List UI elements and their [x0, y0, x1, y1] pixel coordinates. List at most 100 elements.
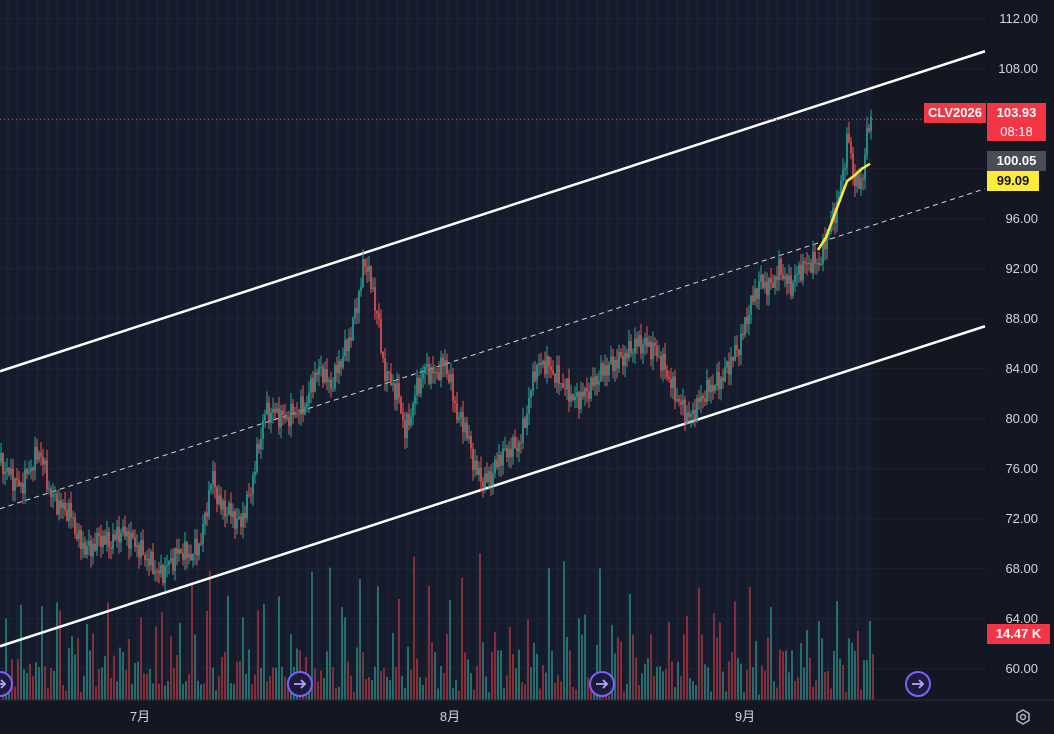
volume-bar — [365, 679, 367, 700]
candle-body — [560, 383, 562, 385]
candle-body — [446, 360, 448, 375]
candle-body — [520, 442, 522, 444]
candle-body — [648, 341, 650, 347]
candle-body — [462, 412, 464, 433]
volume-bar — [320, 670, 322, 700]
candle-body — [820, 263, 822, 266]
volume-bar — [149, 668, 151, 700]
candle-body — [718, 372, 720, 390]
candle-body — [708, 380, 710, 393]
candle-body — [18, 480, 20, 487]
volume-bar — [587, 677, 589, 700]
candle-body — [330, 379, 332, 389]
candle-body — [786, 275, 788, 284]
candle-body — [96, 533, 98, 551]
volume-bar — [680, 676, 682, 700]
candle-body — [410, 416, 412, 426]
y-tick-label: 68.00 — [1005, 561, 1038, 576]
volume-bar — [122, 651, 124, 700]
volume-bar — [662, 671, 664, 700]
event-marker-icon[interactable] — [0, 671, 13, 697]
volume-bar — [851, 642, 853, 700]
event-marker-icon[interactable] — [589, 671, 615, 697]
candle-body — [370, 265, 372, 289]
candle-body — [360, 286, 362, 291]
candle-body — [62, 502, 64, 509]
candle-body — [538, 363, 540, 365]
volume-bar — [383, 667, 385, 700]
y-tick-label: 108.00 — [998, 61, 1038, 76]
volume-bar — [137, 661, 139, 700]
candle-body — [8, 467, 10, 475]
settings-icon[interactable] — [1014, 708, 1032, 726]
session-stripe — [416, 0, 419, 700]
x-tick-label: 8月 — [440, 709, 460, 724]
candle-body — [74, 517, 76, 534]
event-marker-icon[interactable] — [905, 671, 931, 697]
candle-body — [180, 548, 182, 554]
volume-bar — [53, 670, 55, 700]
y-tick-label: 96.00 — [1005, 211, 1038, 226]
volume-bar — [482, 642, 484, 700]
candle-body — [746, 317, 748, 325]
candle-body — [624, 352, 626, 366]
session-stripe — [46, 0, 49, 700]
candle-body — [122, 526, 124, 533]
volume-bar — [425, 677, 427, 700]
candle-body — [52, 494, 54, 497]
candle-body — [514, 437, 516, 448]
volume-bar — [344, 617, 346, 700]
candle-body — [766, 281, 768, 296]
y-tick-label: 72.00 — [1005, 511, 1038, 526]
volume-bar — [521, 682, 523, 700]
candle-body — [638, 335, 640, 346]
volume-bar — [347, 661, 349, 700]
candle-body — [36, 447, 38, 460]
volume-bar — [518, 649, 520, 700]
session-stripe — [676, 0, 679, 700]
candle-body — [528, 397, 530, 414]
event-marker-icon[interactable] — [287, 671, 313, 697]
volume-bar — [584, 614, 586, 700]
volume-bar — [839, 658, 841, 700]
candle-body — [772, 283, 774, 288]
countdown-value: 08:18 — [1000, 124, 1033, 139]
volume-bar — [278, 596, 280, 700]
candle-body — [692, 409, 694, 414]
candle-body — [352, 317, 354, 341]
candle-body — [740, 333, 742, 356]
candle-body — [476, 460, 478, 475]
session-stripe — [56, 0, 59, 700]
candle-body — [142, 540, 144, 555]
session-stripe — [336, 0, 339, 700]
candle-body — [848, 133, 850, 143]
candle-body — [428, 363, 430, 384]
volume-bar — [83, 675, 85, 700]
candle-body — [770, 278, 772, 284]
volume-bar — [599, 568, 601, 700]
volume-bar — [353, 692, 355, 700]
volume-bar — [830, 688, 832, 700]
volume-bar — [236, 661, 238, 700]
volume-bar — [56, 602, 58, 700]
volume-bar — [98, 669, 100, 700]
candle-body — [118, 526, 120, 543]
candle-body — [490, 471, 492, 485]
session-stripe — [396, 0, 399, 700]
candle-body — [224, 500, 226, 517]
candle-body — [108, 531, 110, 548]
candle-body — [870, 116, 872, 132]
volume-bar — [242, 617, 244, 700]
session-stripe — [286, 0, 289, 700]
candle-body — [316, 372, 318, 375]
candle-body — [732, 357, 734, 361]
session-stripe — [586, 0, 589, 700]
candle-body — [676, 399, 678, 401]
candle-body — [566, 378, 568, 390]
candle-body — [350, 337, 352, 341]
session-stripe — [526, 0, 529, 700]
candle-body — [434, 372, 436, 374]
candle-body — [808, 262, 810, 264]
candle-body — [358, 290, 360, 314]
